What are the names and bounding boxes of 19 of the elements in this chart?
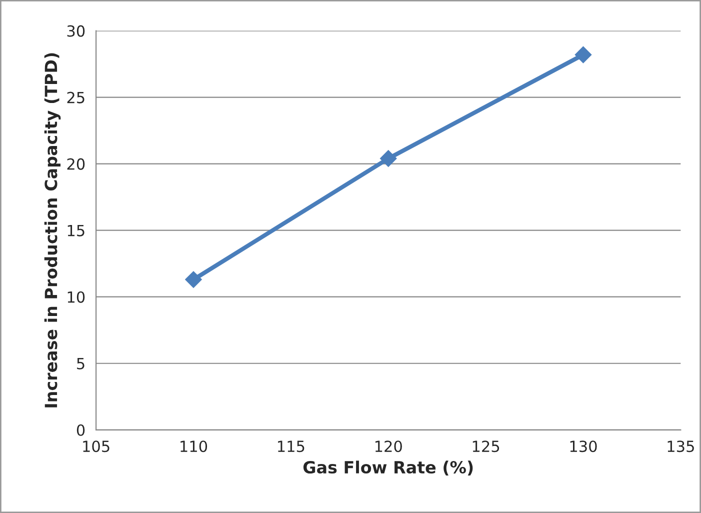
x-tick-label: 130 — [570, 440, 597, 452]
x-tick-label: 110 — [180, 440, 208, 452]
y-tick-label: 0 — [76, 424, 85, 436]
y-tick-label: 5 — [77, 358, 84, 370]
y-tick-label: 25 — [67, 92, 84, 104]
x-axis-title: Gas Flow Rate (%) — [303, 460, 473, 476]
x-tick-label: 125 — [472, 440, 500, 452]
x-tick-label: 115 — [278, 440, 304, 452]
y-tick-label: 20 — [67, 158, 85, 170]
y-tick-label: 30 — [67, 25, 85, 37]
x-tick-label: 135 — [668, 440, 694, 452]
x-tick-label: 105 — [83, 440, 110, 452]
y-tick-label: 10 — [68, 291, 85, 303]
x-tick-label: 120 — [375, 440, 402, 452]
point — [185, 271, 202, 288]
point — [380, 150, 397, 167]
y-tick-label: 15 — [68, 225, 84, 236]
y-axis-title: Increase in Production Capacity (TPD) — [44, 53, 61, 408]
point — [574, 46, 592, 64]
